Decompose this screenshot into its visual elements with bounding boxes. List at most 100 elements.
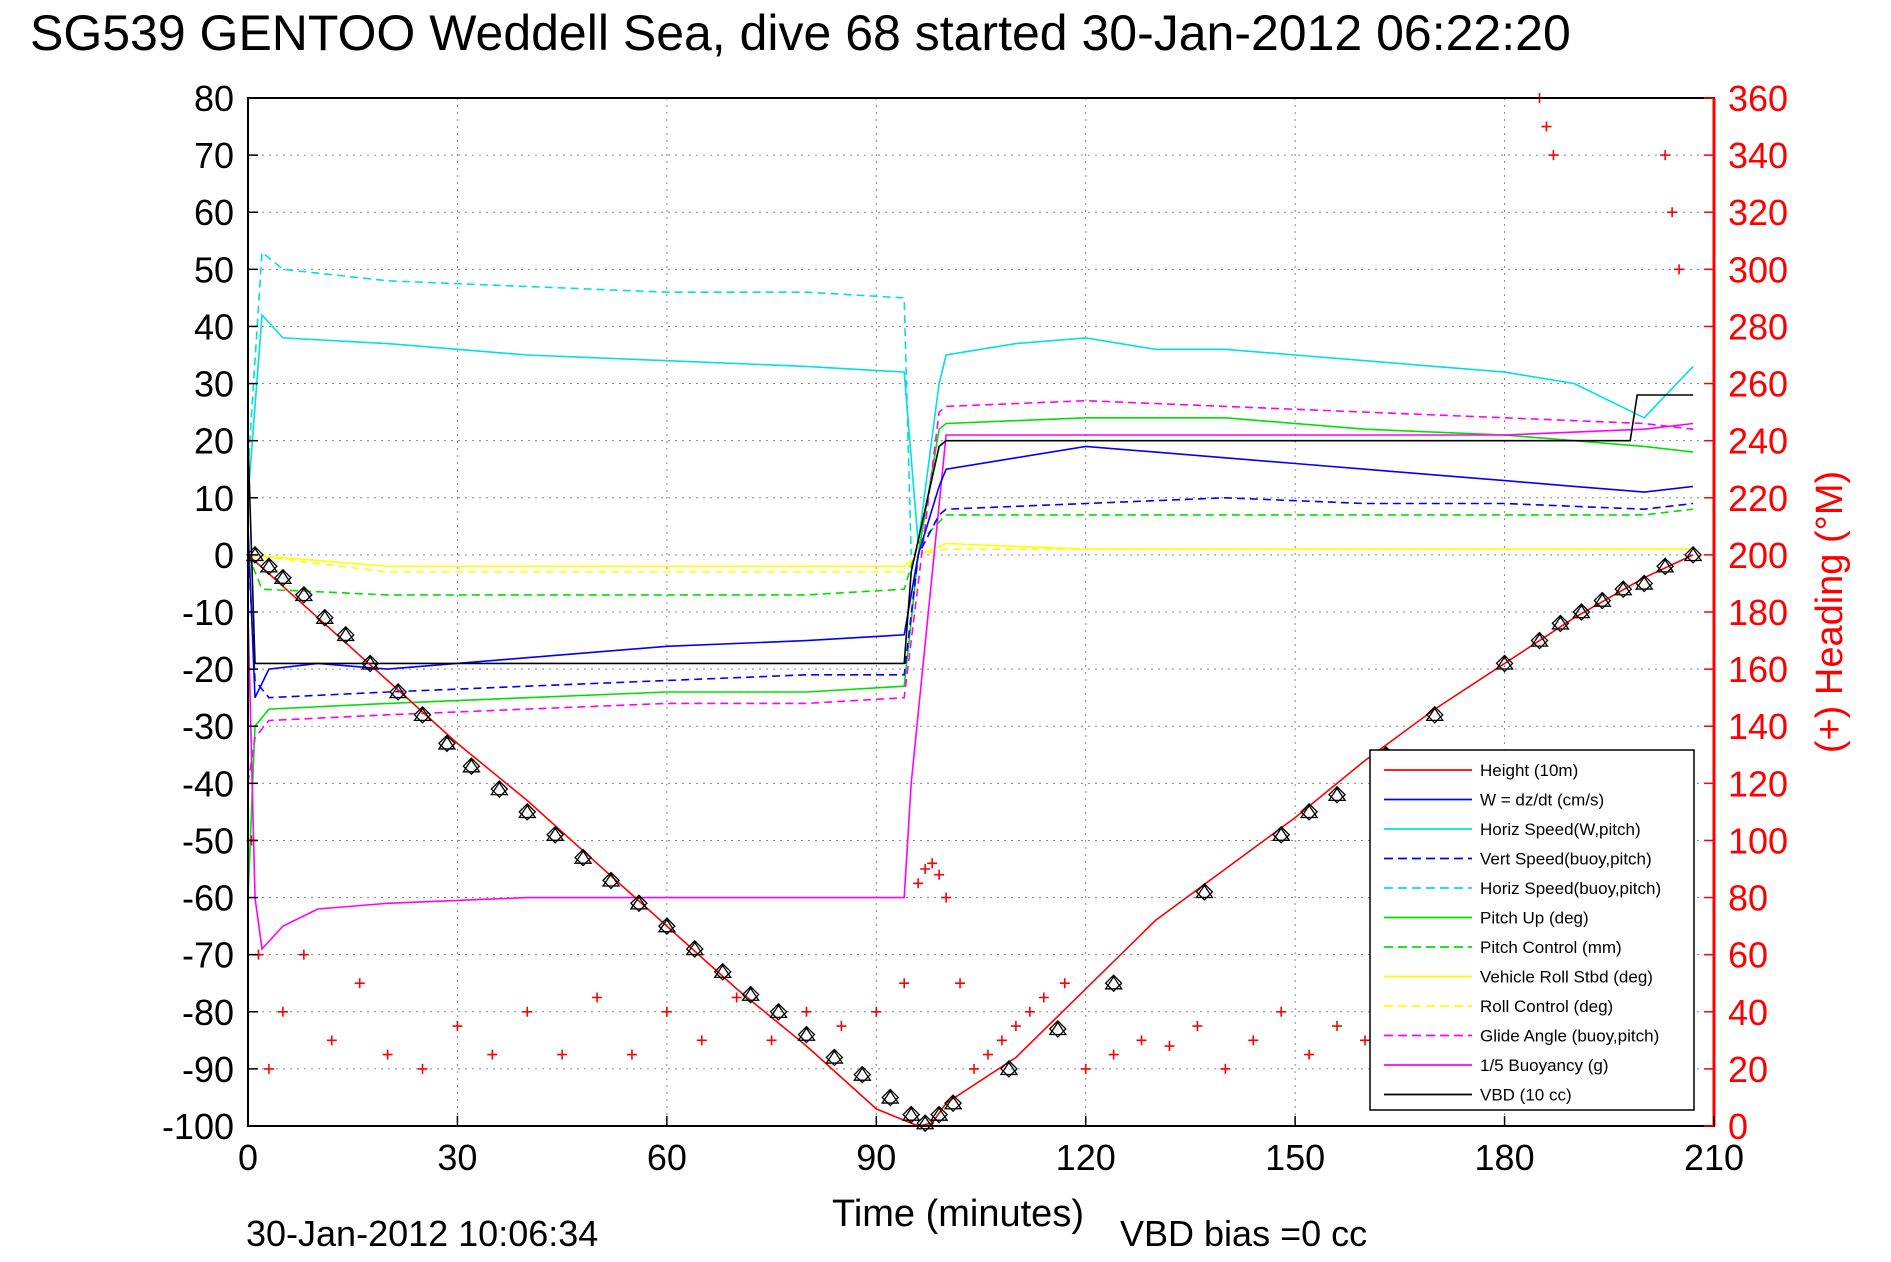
y-tick-label: 10 <box>194 478 234 519</box>
y-tick-label: 30 <box>194 364 234 405</box>
y-axis-right-label: (+) Heading (°M) <box>1809 471 1851 753</box>
legend-label: Vert Speed(buoy,pitch) <box>1480 850 1652 869</box>
heading-point <box>661 1006 672 1017</box>
y-right-tick-label: 180 <box>1728 592 1788 633</box>
heading-point <box>626 1049 637 1060</box>
heading-point <box>1332 1021 1343 1032</box>
heading-point <box>1038 992 1049 1003</box>
heading-point <box>996 1035 1007 1046</box>
height-marker <box>1634 574 1654 593</box>
y-right-tick-label: 100 <box>1728 820 1788 861</box>
legend-label: Glide Angle (buoy,pitch) <box>1480 1027 1659 1046</box>
x-axis-label: Time (minutes) <box>832 1193 1084 1235</box>
heading-point <box>941 892 952 903</box>
legend-label: 1/5 Buoyancy (g) <box>1480 1056 1609 1075</box>
height-marker <box>825 1048 844 1067</box>
heading-point <box>934 869 945 880</box>
footer-time: 30-Jan-2012 10:06:34 <box>246 1213 598 1254</box>
x-tick-label: 150 <box>1265 1137 1325 1178</box>
height-marker <box>462 757 481 776</box>
heading-point <box>522 1006 533 1017</box>
heading-point <box>927 858 938 869</box>
height-marker <box>797 1025 816 1044</box>
y-tick-label: 50 <box>194 249 234 290</box>
heading-point <box>982 1049 993 1060</box>
series-line-height-10m <box>247 554 1694 1127</box>
legend-label: Horiz Speed(W,pitch) <box>1480 820 1641 839</box>
legend-label: Pitch Up (deg) <box>1480 909 1589 928</box>
height-marker <box>1683 545 1703 564</box>
height-marker <box>1551 614 1570 633</box>
y-right-tick-label: 320 <box>1728 192 1788 233</box>
height-marker <box>490 780 509 798</box>
height-marker <box>360 654 380 673</box>
height-marker <box>1495 654 1514 673</box>
x-tick-label: 60 <box>647 1137 687 1178</box>
heading-point <box>836 1021 847 1032</box>
height-marker <box>1572 603 1591 621</box>
heading-point <box>920 864 931 874</box>
series-line-pitch-control-mm <box>247 508 1694 596</box>
height-marker <box>999 1059 1019 1078</box>
legend-label: Horiz Speed(buoy,pitch) <box>1480 879 1661 898</box>
heading-point <box>417 1063 428 1074</box>
heading-point <box>263 1063 274 1074</box>
legend-label: Roll Control (deg) <box>1480 997 1613 1016</box>
height-marker <box>273 568 293 587</box>
heading-point <box>557 1049 568 1060</box>
height-marker <box>713 962 732 981</box>
heading-point <box>969 1063 980 1074</box>
y-right-tick-label: 0 <box>1728 1106 1748 1147</box>
heading-point <box>487 1049 498 1060</box>
series-line-vehicle-roll-stbd-deg <box>247 542 1694 568</box>
heading-point <box>382 1049 393 1060</box>
heading-point <box>1024 1006 1035 1017</box>
y-right-tick-label: 360 <box>1728 78 1788 119</box>
heading-point <box>1220 1063 1231 1074</box>
y-tick-label: 80 <box>194 78 234 119</box>
x-tick-label: 90 <box>856 1137 896 1178</box>
y-right-tick-label: 260 <box>1728 364 1788 405</box>
y-tick-label: -60 <box>182 878 234 919</box>
height-marker <box>1425 705 1444 724</box>
height-marker <box>1655 557 1675 576</box>
height-marker <box>1271 825 1291 844</box>
height-marker <box>1048 1019 1068 1038</box>
x-tick-label: 120 <box>1056 1137 1116 1178</box>
series-layer <box>247 250 1694 1127</box>
heading-point <box>899 978 910 989</box>
height-marker <box>1614 580 1633 599</box>
height-marker <box>518 802 537 821</box>
y-tick-label: 20 <box>194 421 234 462</box>
legend-label: Pitch Control (mm) <box>1480 938 1622 957</box>
height-marker <box>1299 802 1319 821</box>
series-line-w-dz-dt-cm-s <box>247 445 1694 699</box>
height-marker <box>1530 631 1549 650</box>
height-marker <box>573 848 593 867</box>
heading-point <box>1108 1049 1119 1060</box>
y-right-tick-label: 40 <box>1728 992 1768 1033</box>
y-tick-label: -80 <box>182 992 234 1033</box>
heading-point <box>1276 1006 1287 1017</box>
y-tick-label: -10 <box>182 592 234 633</box>
x-tick-label: 180 <box>1475 1137 1535 1178</box>
heading-point <box>871 1006 882 1017</box>
heading-point <box>1359 1035 1370 1046</box>
chart-title: SG539 GENTOO Weddell Sea, dive 68 starte… <box>30 5 1571 61</box>
y-right-tick-label: 140 <box>1728 706 1788 747</box>
y-right-tick-label: 240 <box>1728 421 1788 462</box>
y-right-tick-label: 300 <box>1728 249 1788 290</box>
heading-point <box>1248 1035 1259 1046</box>
height-marker <box>336 625 355 644</box>
height-marker <box>741 985 760 1004</box>
y-right-tick-label: 340 <box>1728 135 1788 176</box>
y-tick-label: 60 <box>194 192 234 233</box>
x-tick-label: 210 <box>1684 1137 1744 1178</box>
y-right-tick-label: 280 <box>1728 306 1788 347</box>
x-tick-label: 0 <box>238 1137 258 1178</box>
height-marker <box>1104 974 1123 993</box>
height-marker <box>1593 591 1612 610</box>
y-tick-label: -50 <box>182 820 234 861</box>
heading-point <box>1059 978 1070 989</box>
y-right-tick-label: 20 <box>1728 1049 1768 1090</box>
